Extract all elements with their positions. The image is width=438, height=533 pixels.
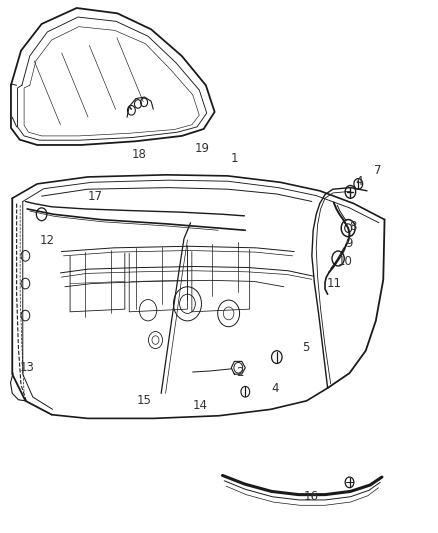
Text: 5: 5 [302,341,309,354]
Text: 16: 16 [304,490,318,503]
Text: 19: 19 [195,142,210,155]
Text: 8: 8 [349,220,356,233]
Text: 7: 7 [374,164,381,177]
Text: 11: 11 [326,277,341,290]
Text: 1: 1 [230,152,238,165]
Text: 12: 12 [40,235,55,247]
Text: 15: 15 [137,394,152,407]
Text: 18: 18 [132,148,147,161]
Text: 13: 13 [20,361,35,374]
Text: 4: 4 [355,175,363,188]
Text: 10: 10 [337,255,352,268]
Text: 4: 4 [271,382,279,394]
Text: 9: 9 [345,237,353,250]
Text: 2: 2 [236,366,244,378]
Text: 17: 17 [88,190,103,203]
Text: 14: 14 [192,399,207,411]
